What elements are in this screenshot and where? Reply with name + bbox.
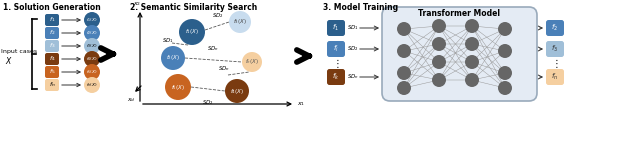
Text: $\vdots$: $\vdots$	[332, 56, 340, 70]
Text: $f_n$: $f_n$	[552, 72, 559, 82]
Text: $SD_2$: $SD_2$	[347, 44, 359, 53]
Circle shape	[84, 38, 100, 54]
Text: $f_2(X)$: $f_2(X)$	[86, 29, 98, 37]
Circle shape	[432, 55, 446, 69]
Circle shape	[397, 66, 411, 80]
Text: $f_n(X)$: $f_n(X)$	[86, 81, 98, 89]
Text: $f_1(X)$: $f_1(X)$	[86, 16, 98, 24]
FancyBboxPatch shape	[327, 20, 345, 36]
Text: $f_1$: $f_1$	[49, 16, 55, 24]
Text: $f_4$: $f_4$	[49, 55, 55, 64]
Circle shape	[165, 74, 191, 100]
Text: $X$: $X$	[5, 54, 13, 66]
FancyBboxPatch shape	[327, 69, 345, 85]
Circle shape	[84, 12, 100, 28]
FancyBboxPatch shape	[546, 20, 564, 36]
Text: Transformer Model: Transformer Model	[419, 10, 500, 18]
Circle shape	[397, 22, 411, 36]
Text: $SD_n$: $SD_n$	[207, 44, 218, 53]
Text: $x_d$: $x_d$	[127, 96, 135, 104]
Circle shape	[465, 73, 479, 87]
Text: 2. Semantic Similarity Search: 2. Semantic Similarity Search	[130, 3, 257, 12]
Circle shape	[225, 79, 249, 103]
Text: $f_2(X)$: $f_2(X)$	[166, 54, 180, 62]
Text: $f_5(X)$: $f_5(X)$	[86, 68, 98, 76]
Text: $f_2$: $f_2$	[552, 23, 559, 33]
FancyBboxPatch shape	[382, 7, 537, 101]
Text: $f_n(X)$: $f_n(X)$	[245, 57, 259, 67]
Text: $f_2$: $f_2$	[49, 29, 55, 37]
Text: $f_3(X)$: $f_3(X)$	[233, 18, 247, 26]
Text: $f_3$: $f_3$	[49, 42, 55, 50]
Circle shape	[84, 25, 100, 41]
Circle shape	[397, 44, 411, 58]
Circle shape	[84, 51, 100, 67]
Circle shape	[432, 73, 446, 87]
Circle shape	[397, 81, 411, 95]
Circle shape	[465, 37, 479, 51]
Circle shape	[498, 44, 512, 58]
Circle shape	[161, 46, 185, 70]
Text: 3. Model Training: 3. Model Training	[323, 3, 398, 12]
Circle shape	[498, 81, 512, 95]
Text: $f_k$: $f_k$	[332, 72, 340, 82]
Text: $SD_1$: $SD_1$	[162, 37, 174, 46]
FancyBboxPatch shape	[45, 14, 59, 26]
Circle shape	[242, 52, 262, 72]
Circle shape	[179, 19, 205, 45]
Text: $f_3(X)$: $f_3(X)$	[86, 42, 98, 50]
Text: $f_i$: $f_i$	[333, 44, 339, 54]
Text: $f_4(X)$: $f_4(X)$	[86, 55, 98, 63]
FancyBboxPatch shape	[45, 53, 59, 65]
Circle shape	[498, 66, 512, 80]
FancyBboxPatch shape	[45, 79, 59, 91]
Text: $f_3$: $f_3$	[552, 44, 559, 54]
FancyBboxPatch shape	[546, 69, 564, 85]
Text: $\vdots$: $\vdots$	[551, 56, 559, 70]
FancyBboxPatch shape	[45, 66, 59, 78]
Text: $f_1(X)$: $f_1(X)$	[185, 28, 199, 36]
Text: $SD_2$: $SD_2$	[212, 11, 224, 20]
Text: 1. Solution Generation: 1. Solution Generation	[3, 3, 100, 12]
Text: $f_5$: $f_5$	[49, 68, 55, 76]
FancyBboxPatch shape	[546, 41, 564, 57]
Circle shape	[84, 64, 100, 80]
Circle shape	[229, 11, 251, 33]
Text: $SD_n$: $SD_n$	[218, 64, 230, 73]
FancyBboxPatch shape	[327, 41, 345, 57]
FancyBboxPatch shape	[45, 27, 59, 39]
Text: $SD_1$: $SD_1$	[347, 24, 359, 32]
Text: $f_n$: $f_n$	[49, 80, 55, 89]
Text: Input cases: Input cases	[1, 50, 37, 54]
Circle shape	[432, 19, 446, 33]
Circle shape	[465, 19, 479, 33]
Text: $f_1$: $f_1$	[332, 23, 340, 33]
Text: $SD_n$: $SD_n$	[347, 73, 359, 82]
Circle shape	[465, 55, 479, 69]
Circle shape	[84, 77, 100, 93]
Text: $f_5(X)$: $f_5(X)$	[171, 83, 185, 91]
Circle shape	[432, 37, 446, 51]
Text: $f_4(X)$: $f_4(X)$	[230, 87, 244, 95]
Text: $x_1$: $x_1$	[297, 100, 305, 108]
FancyBboxPatch shape	[45, 40, 59, 52]
Circle shape	[498, 22, 512, 36]
Text: $x_2$: $x_2$	[133, 0, 141, 8]
Text: $SD_2$: $SD_2$	[202, 98, 213, 107]
